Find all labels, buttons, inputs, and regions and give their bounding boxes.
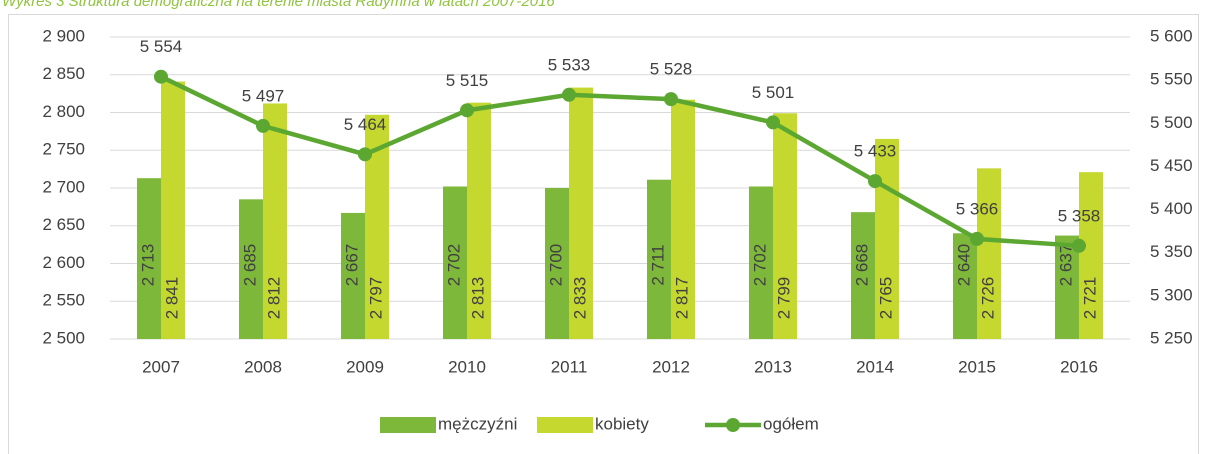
data-label: 2 711 xyxy=(648,244,667,285)
data-label: 5 515 xyxy=(446,71,489,90)
bar xyxy=(875,138,899,339)
y2-tick-label: 5 450 xyxy=(1150,156,1193,175)
bar xyxy=(953,233,977,339)
data-label: 5 358 xyxy=(1058,206,1101,225)
x-tick-label: 2014 xyxy=(856,357,894,376)
legend-label: mężczyźni xyxy=(438,414,517,433)
bar xyxy=(569,87,593,340)
bar xyxy=(1055,235,1079,339)
bar xyxy=(545,188,569,339)
data-label: 2 685 xyxy=(240,244,259,287)
line-point xyxy=(664,92,678,107)
data-label: 2 700 xyxy=(546,244,565,287)
line-point xyxy=(562,87,576,102)
data-label: 2 640 xyxy=(954,244,973,287)
x-tick-label: 2012 xyxy=(652,357,690,376)
bar xyxy=(263,103,287,339)
line-point xyxy=(154,69,168,84)
data-label: 2 702 xyxy=(444,244,463,287)
line-point xyxy=(256,118,270,133)
data-label: 5 366 xyxy=(956,199,999,218)
y2-tick-label: 5 550 xyxy=(1150,70,1193,89)
data-label: 2 765 xyxy=(876,277,895,320)
legend-swatch xyxy=(380,417,436,433)
y-tick-label: 2 550 xyxy=(42,291,85,310)
x-tick-label: 2015 xyxy=(958,357,996,376)
bar xyxy=(647,179,671,339)
y-tick-label: 2 800 xyxy=(42,102,85,121)
bar xyxy=(467,102,491,339)
data-label: 2 668 xyxy=(852,244,871,287)
data-label: 5 533 xyxy=(548,55,591,74)
bar xyxy=(671,99,695,339)
data-label: 5 554 xyxy=(140,37,183,56)
y2-tick-label: 5 500 xyxy=(1150,113,1193,132)
y-tick-label: 2 650 xyxy=(42,215,85,234)
data-label: 2 726 xyxy=(978,277,997,320)
line-point xyxy=(1072,238,1086,253)
y2-tick-label: 5 300 xyxy=(1150,285,1193,304)
y-tick-label: 2 700 xyxy=(42,177,85,196)
x-tick-label: 2007 xyxy=(142,357,180,376)
bar xyxy=(749,186,773,339)
y-tick-label: 2 600 xyxy=(42,253,85,272)
data-label: 2 702 xyxy=(750,244,769,287)
chart-title: Wykres 3 Struktura demograficzna na tere… xyxy=(2,0,555,10)
y-tick-label: 2 750 xyxy=(42,140,85,159)
x-tick-label: 2010 xyxy=(448,357,486,376)
data-label: 2 637 xyxy=(1056,244,1075,287)
data-label: 2 833 xyxy=(570,277,589,320)
line-point xyxy=(970,231,984,246)
x-tick-label: 2009 xyxy=(346,357,384,376)
bar xyxy=(161,81,185,340)
data-label: 2 841 xyxy=(162,277,181,320)
line-point xyxy=(460,103,474,118)
bar xyxy=(137,178,161,339)
data-label: 2 713 xyxy=(138,244,157,287)
data-label: 2 667 xyxy=(342,244,361,287)
data-label: 2 721 xyxy=(1080,277,1099,320)
line-point xyxy=(358,147,372,162)
line-point xyxy=(766,115,780,130)
line xyxy=(160,74,1080,249)
data-label: 5 497 xyxy=(242,86,285,105)
y2-tick-label: 5 250 xyxy=(1150,328,1193,347)
bar xyxy=(341,212,365,339)
y-tick-label: 2 900 xyxy=(42,26,85,45)
data-label: 5 464 xyxy=(344,115,387,134)
x-tick-label: 2016 xyxy=(1060,357,1098,376)
chart-frame xyxy=(8,14,1199,454)
data-label: 2 813 xyxy=(468,277,487,320)
bar xyxy=(443,186,467,339)
y2-tick-label: 5 400 xyxy=(1150,199,1193,218)
bar xyxy=(773,113,797,339)
legend-swatch xyxy=(537,417,593,433)
y2-tick-label: 5 350 xyxy=(1150,242,1193,261)
data-label: 2 797 xyxy=(366,277,385,320)
y2-tick-label: 5 600 xyxy=(1150,26,1193,45)
data-label: 5 433 xyxy=(854,142,897,161)
y-tick-label: 2 500 xyxy=(42,328,85,347)
legend-marker xyxy=(726,418,740,432)
bar xyxy=(977,168,1001,339)
data-label: 2 817 xyxy=(672,277,691,320)
data-label: 5 501 xyxy=(752,83,795,102)
legend-label: ogółem xyxy=(763,414,819,433)
x-tick-label: 2008 xyxy=(244,357,282,376)
data-label: 2 812 xyxy=(264,277,283,320)
bar xyxy=(239,199,263,339)
data-label: 5 528 xyxy=(650,60,693,79)
line-point xyxy=(868,174,882,189)
x-tick-label: 2013 xyxy=(754,357,792,376)
x-tick-label: 2011 xyxy=(551,357,588,376)
bar xyxy=(851,212,875,339)
y-tick-label: 2 850 xyxy=(42,64,85,83)
data-label: 2 799 xyxy=(774,277,793,320)
legend-label: kobiety xyxy=(595,414,649,433)
bar xyxy=(1079,172,1103,339)
